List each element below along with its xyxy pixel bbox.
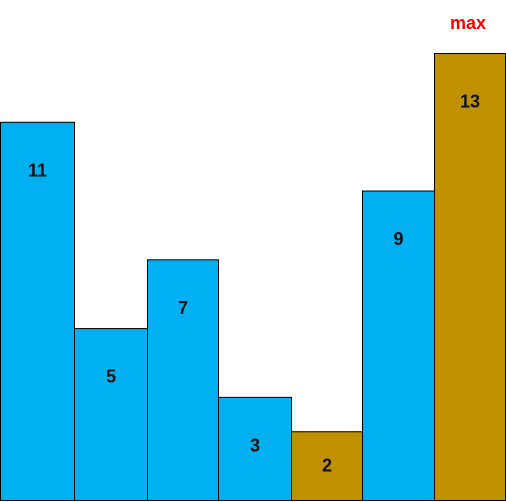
bar-value-label: 5 bbox=[106, 367, 116, 387]
bar-3 bbox=[218, 396, 292, 502]
bar-value-label: 9 bbox=[393, 229, 403, 249]
bar-value-label: 7 bbox=[178, 298, 188, 318]
bar-11 bbox=[0, 121, 75, 502]
bar-9 bbox=[362, 190, 435, 502]
bar-13 bbox=[434, 53, 506, 501]
bar-value-label: 3 bbox=[250, 435, 260, 455]
bar-value-label: 2 bbox=[322, 456, 332, 476]
bar-7 bbox=[147, 259, 219, 501]
bar-value-label: 13 bbox=[460, 92, 480, 112]
labels-group: 11 5 7 3 2 9 13 bbox=[28, 92, 480, 476]
max-label: max bbox=[450, 13, 486, 33]
bar-value-label: 11 bbox=[28, 160, 47, 180]
bar-2 bbox=[291, 431, 363, 502]
bar-5 bbox=[74, 328, 148, 502]
bars-group bbox=[0, 53, 506, 502]
